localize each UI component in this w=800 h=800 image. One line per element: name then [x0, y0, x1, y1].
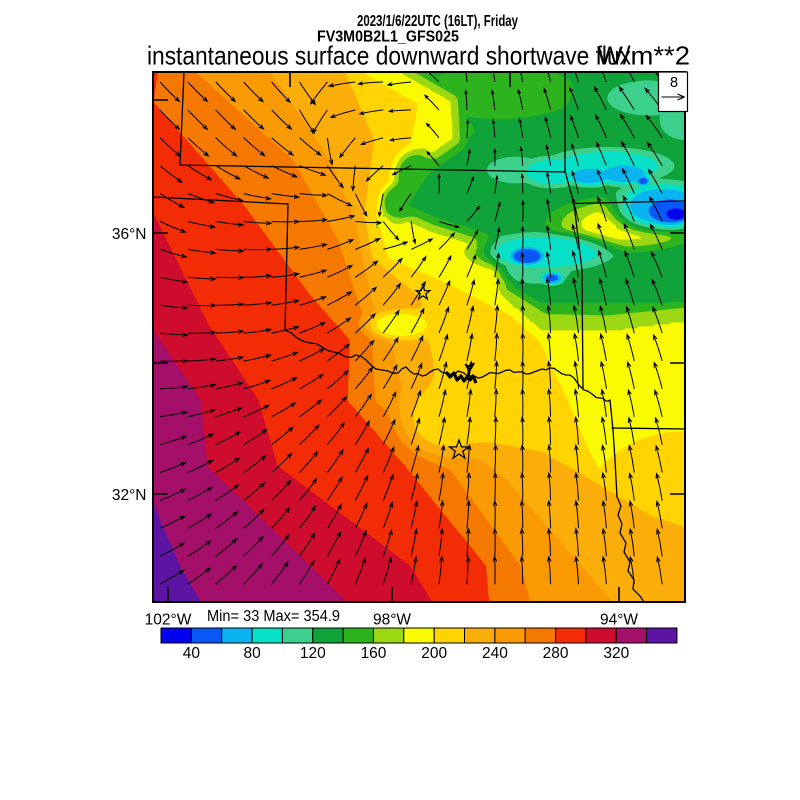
svg-text:32°N: 32°N	[112, 487, 147, 504]
svg-text:8: 8	[670, 75, 678, 91]
svg-text:instantaneous surface downward: instantaneous surface downward shortwave…	[147, 41, 631, 71]
svg-text:120: 120	[300, 645, 326, 662]
svg-text:W/m**2: W/m**2	[597, 41, 690, 71]
svg-text:280: 280	[543, 645, 569, 662]
svg-text:36°N: 36°N	[112, 226, 147, 243]
svg-text:160: 160	[361, 645, 387, 662]
svg-text:Min= 33 Max= 354.9: Min= 33 Max= 354.9	[207, 608, 340, 625]
svg-text:98°W: 98°W	[373, 612, 411, 629]
svg-text:102°W: 102°W	[145, 612, 192, 629]
svg-text:2023/1/6/22UTC (16LT), Friday: 2023/1/6/22UTC (16LT), Friday	[357, 13, 518, 30]
svg-text:FV3M0B2L1_GFS025: FV3M0B2L1_GFS025	[317, 29, 459, 46]
svg-text:200: 200	[421, 645, 447, 662]
svg-text:320: 320	[603, 645, 629, 662]
svg-text:40: 40	[183, 645, 201, 662]
svg-text:94°W: 94°W	[600, 612, 638, 629]
svg-text:240: 240	[482, 645, 508, 662]
svg-text:80: 80	[243, 645, 261, 662]
